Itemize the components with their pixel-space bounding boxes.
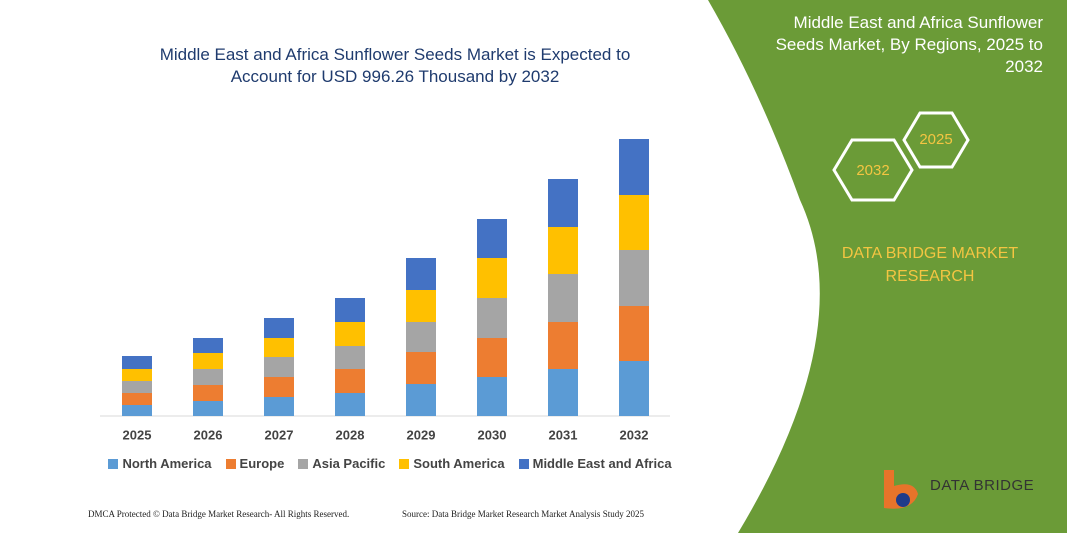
bar-segment xyxy=(548,322,578,369)
bar-segment xyxy=(619,306,649,361)
bar-segment xyxy=(264,318,294,338)
bar-segment xyxy=(406,322,436,352)
bar-segment xyxy=(193,369,223,385)
legend-swatch xyxy=(518,459,529,469)
x-tick-label: 2026 xyxy=(194,427,223,442)
bar-segment xyxy=(193,338,223,353)
legend-swatch xyxy=(399,459,410,469)
legend-label: Europe xyxy=(239,456,285,471)
hexagon xyxy=(902,111,970,169)
legend-item: North America xyxy=(108,456,212,471)
bar-segment xyxy=(122,381,152,393)
x-tick-label: 2025 xyxy=(123,427,152,442)
bar-segment xyxy=(477,338,507,377)
x-tick-label: 2027 xyxy=(265,427,294,442)
bar-segment xyxy=(335,322,365,346)
legend: North America Europe Asia Pacific South Ame… xyxy=(100,456,680,471)
bar-segment xyxy=(406,258,436,290)
bar-segment xyxy=(122,393,152,405)
bar-segment xyxy=(619,139,649,195)
bar-segment xyxy=(477,377,507,416)
panel-title: Middle East and Africa Sunflower Seeds M… xyxy=(775,13,1043,76)
side-panel xyxy=(708,0,1067,533)
bar-segment xyxy=(264,397,294,416)
bar-segment xyxy=(193,401,223,416)
legend-item: South America xyxy=(399,456,505,471)
bar-segment xyxy=(477,219,507,258)
logo-icon xyxy=(896,493,910,507)
legend-label: Middle East and Africa xyxy=(532,456,672,471)
x-tick-label: 2029 xyxy=(407,427,436,442)
legend-item: Middle East and Africa xyxy=(518,456,672,471)
x-tick-label: 2032 xyxy=(620,427,649,442)
bar-segment xyxy=(619,361,649,416)
legend-swatch xyxy=(298,459,309,469)
bar-segment xyxy=(548,227,578,274)
footer-right: Source: Data Bridge Market Research Mark… xyxy=(402,509,644,519)
bar-segment xyxy=(335,393,365,416)
hexagon xyxy=(832,138,914,202)
bar-segment xyxy=(264,357,294,377)
hexagon-label: 2025 xyxy=(919,131,952,148)
bar-segment xyxy=(548,369,578,416)
hexagon-label: 2032 xyxy=(856,162,889,179)
bar-segment xyxy=(335,346,365,369)
legend-item: Asia Pacific xyxy=(298,456,385,471)
legend-label: South America xyxy=(413,456,505,471)
bar-segment xyxy=(193,353,223,369)
bar-segment xyxy=(406,352,436,384)
bar-segment xyxy=(193,385,223,401)
x-tick-label: 2030 xyxy=(478,427,507,442)
logo-text: DATA BRIDGE xyxy=(930,477,1035,494)
bar-segment xyxy=(335,298,365,322)
bar-segment xyxy=(477,298,507,338)
legend-label: North America xyxy=(122,456,212,471)
x-tick-label: 2031 xyxy=(549,427,578,442)
legend-label: Asia Pacific xyxy=(312,456,386,471)
chart-title: Middle East and Africa Sunflower Seeds M… xyxy=(159,45,631,86)
bar-segment xyxy=(477,258,507,298)
bar-segment xyxy=(264,338,294,357)
bar-segment xyxy=(619,195,649,250)
bar-segment xyxy=(548,179,578,227)
bar-segment xyxy=(335,369,365,393)
bar-segment xyxy=(122,356,152,369)
legend-item: Europe xyxy=(225,456,285,471)
bar-segment xyxy=(122,369,152,381)
bar-segment xyxy=(264,377,294,397)
x-tick-label: 2028 xyxy=(336,427,365,442)
legend-swatch xyxy=(108,459,119,469)
bar-segment xyxy=(548,274,578,322)
bar-segment xyxy=(406,384,436,416)
legend-swatch xyxy=(225,459,236,469)
bar-segment xyxy=(406,290,436,322)
brand: DATA BRIDGE MARKET RESEARCH xyxy=(841,245,1019,285)
bar-segment xyxy=(619,250,649,306)
bar-segment xyxy=(122,405,152,416)
footer-left: DMCA Protected © Data Bridge Market Rese… xyxy=(88,509,350,519)
